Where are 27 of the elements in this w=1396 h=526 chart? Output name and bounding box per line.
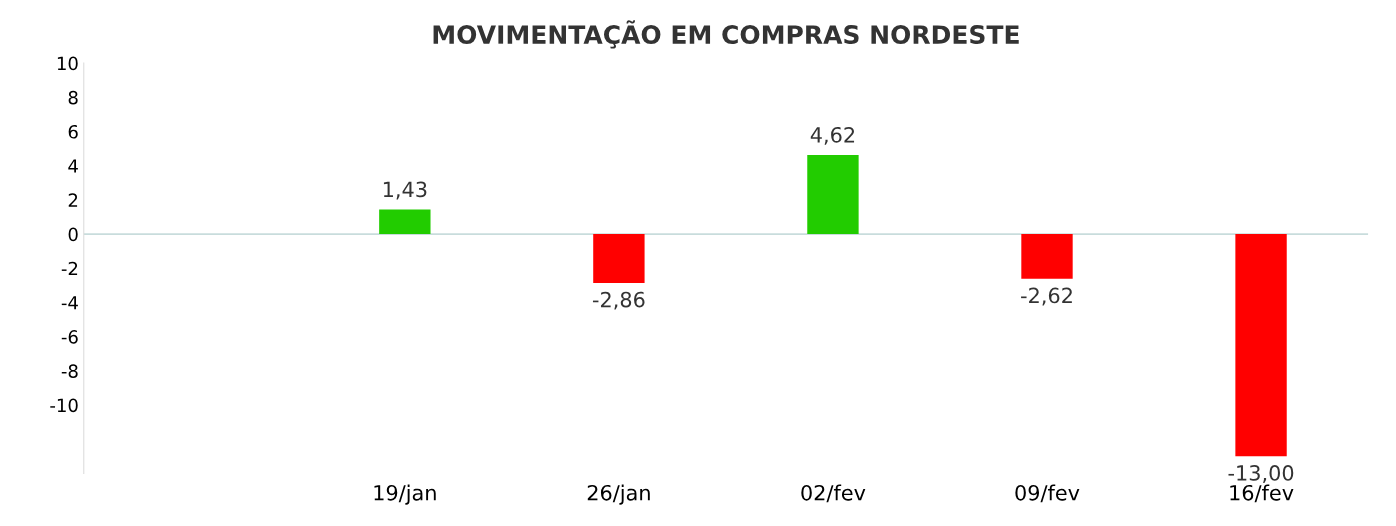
x-tick-label: 26/jan [587,484,650,505]
y-tick-label: 0 [68,227,78,242]
chart-title: MOVIMENTAÇÃO EM COMPRAS NORDESTE [433,20,1019,49]
data-label: 1,43 [383,181,427,200]
y-tick-label: -2 [61,261,78,276]
x-tick-label: 16/fev [1230,484,1294,503]
y-tick-label: -10 [50,398,78,413]
bar [593,234,645,283]
data-label: -2,62 [1021,287,1072,306]
bar [1235,234,1287,457]
data-label: 4,62 [810,126,855,145]
bar [807,155,859,235]
bar [1021,234,1073,279]
y-tick-label: 8 [68,90,78,105]
y-tick-label: -4 [61,296,78,310]
y-tick-label: 6 [68,124,78,139]
y-tick-label: -6 [61,330,78,344]
x-tick-label: 02/fev [801,484,866,503]
y-tick-label: 2 [68,193,78,207]
y-tick-label: 10 [57,56,78,71]
x-tick-label: 19/jan [374,484,436,505]
y-tick-label: 4 [68,159,78,173]
data-label: -2,86 [592,291,645,310]
x-tick-label: 09/fev [1015,484,1080,503]
y-tick-label: -8 [61,364,78,378]
data-label: -13,00 [1228,465,1294,483]
bar [379,209,431,235]
